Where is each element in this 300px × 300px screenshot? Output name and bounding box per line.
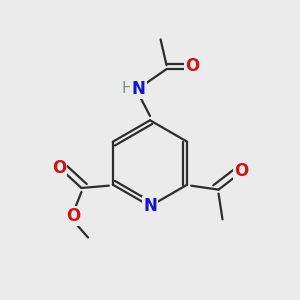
Text: O: O [185, 57, 200, 75]
Text: O: O [52, 159, 66, 177]
Text: N: N [143, 197, 157, 215]
Text: O: O [235, 162, 249, 180]
Text: O: O [66, 207, 80, 225]
Text: N: N [131, 80, 146, 98]
Text: H: H [122, 81, 133, 96]
